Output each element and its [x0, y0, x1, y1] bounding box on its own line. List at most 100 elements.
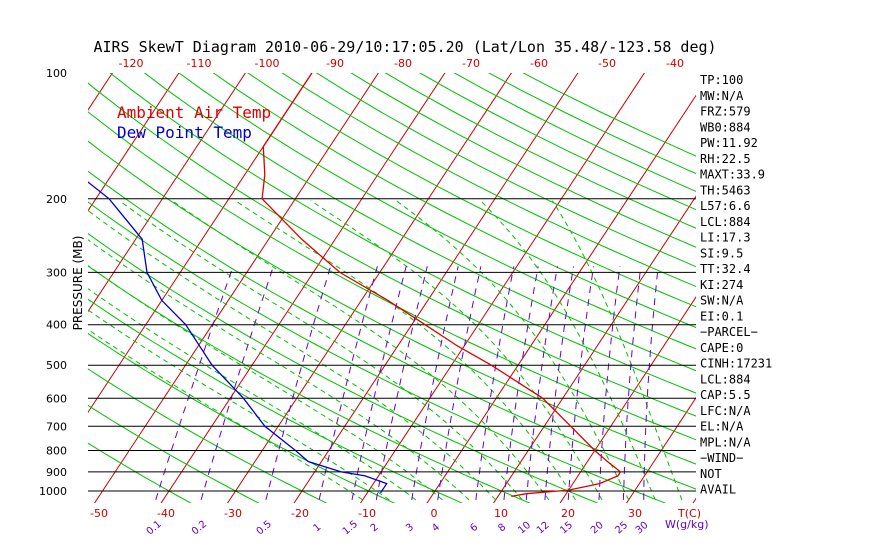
isotherm-line [559, 296, 696, 503]
top-temp-tick-label: -110 [187, 57, 212, 70]
pressure-tick-label: 100 [46, 67, 67, 80]
moist-adiabat-line [395, 200, 630, 501]
dry-adiabat-line [522, 73, 696, 157]
index-value: MAXT:33.9 [700, 168, 765, 182]
moist-adiabat-grid [88, 200, 683, 501]
isotherm-grid [88, 64, 870, 509]
mixing-ratio-line [411, 266, 459, 500]
pressure-tick-labels: 100 200 300 400 500 600 700 800 900 1000 [39, 67, 67, 498]
profile-lines [88, 73, 622, 498]
mixing-ratio-tick-label: 2 [369, 522, 381, 535]
dry-adiabat-line [88, 111, 696, 441]
dry-adiabat-line [88, 82, 696, 417]
index-value: LCL:884 [700, 215, 751, 229]
dry-adiabat-line [88, 140, 696, 465]
legend-dew-point-temp: Dew Point Temp [117, 123, 252, 142]
dry-adiabat-line [88, 442, 192, 503]
isotherm-line [625, 396, 696, 503]
moist-adiabat-line [171, 200, 550, 501]
pressure-tick-label: 1000 [39, 485, 67, 498]
index-value: TH:5463 [700, 183, 751, 197]
isotherm-line [756, 64, 870, 509]
pressure-tick-label: 700 [46, 420, 67, 433]
index-value: SW:N/A [700, 294, 744, 308]
mixing-ratio-line [567, 266, 594, 500]
dry-adiabat-line [350, 73, 696, 248]
dry-adiabat-line [281, 73, 696, 288]
bottom-temp-tick-label: -20 [291, 507, 309, 520]
index-value: EI:0.1 [700, 309, 743, 323]
dry-adiabat-line [247, 73, 696, 308]
isotherm-line [88, 73, 246, 313]
mixing-ratio-line [318, 266, 378, 501]
index-value: PW:11.92 [700, 136, 758, 150]
moist-adiabat-line [480, 200, 656, 501]
bottom-temp-tick-label: 30 [628, 507, 642, 520]
isotherm-line [88, 73, 180, 212]
isotherm-line [88, 73, 113, 111]
moist-adiabat-line [88, 288, 417, 501]
mixing-ratio-line [598, 266, 621, 500]
dry-adiabat-line [109, 73, 696, 394]
mixing-ratio-tick-label: 3 [404, 522, 416, 535]
dry-adiabat-line [212, 73, 696, 329]
bottom-temp-tick-label: 0 [431, 507, 438, 520]
dry-adiabat-line [487, 73, 696, 175]
bottom-temp-tick-label: -10 [358, 507, 376, 520]
top-temp-tick-label: -90 [326, 57, 344, 70]
index-value: LFC:N/A [700, 404, 751, 418]
index-value: FRZ:579 [700, 105, 751, 119]
bottom-temp-tick-label: -40 [157, 507, 175, 520]
pressure-tick-label: 600 [46, 392, 67, 405]
dry-adiabat-line [88, 298, 463, 503]
index-value: CINH:17231 [700, 357, 772, 371]
mixing-ratio-tick-label: 15 [558, 520, 575, 537]
top-temp-tick-label: -50 [598, 57, 616, 70]
top-temp-tick-label: -100 [255, 57, 280, 70]
dry-adiabat-line [384, 73, 696, 229]
mixing-ratio-line [200, 266, 274, 501]
mixing-ratio-tick-label: 25 [613, 520, 630, 537]
index-value: MPL:N/A [700, 435, 751, 449]
mixing-ratio-tick-label: 6 [468, 522, 480, 535]
bottom-temp-tick-label: 10 [494, 507, 508, 520]
pressure-tick-label: 200 [46, 193, 67, 206]
isotherm-line [93, 73, 379, 503]
mixing-ratio-line [643, 266, 659, 500]
top-temp-tick-label: -120 [119, 57, 144, 70]
mixing-ratio-grid [155, 266, 659, 501]
moist-adiabat-line [88, 209, 497, 501]
moist-adiabat-line [88, 328, 363, 501]
dew-point-profile [88, 181, 388, 494]
mixing-ratio-tick-label: 0.2 [190, 519, 209, 538]
isotherm-line [426, 94, 696, 503]
mixing-ratio-tick-label: 20 [589, 520, 606, 537]
moist-adiabat-line [310, 200, 603, 501]
top-temp-tick-label: -80 [394, 57, 412, 70]
index-value: LI:17.3 [700, 231, 751, 245]
mixing-ratio-tick-label: 1.5 [341, 519, 360, 538]
bottom-temp-tick-label: 20 [561, 507, 575, 520]
index-value: SI:9.5 [700, 246, 743, 260]
x-axis-label-temperature: T(C) [677, 507, 701, 520]
index-value: L57:6.6 [700, 199, 751, 213]
y-axis-label: PRESSURE (MB) [71, 236, 85, 331]
dry-adiabat-line [178, 73, 696, 350]
moist-adiabat-line [88, 239, 470, 501]
pressure-tick-label: 400 [46, 319, 67, 332]
pressure-tick-label: 500 [46, 359, 67, 372]
top-temp-tick-label: -40 [666, 57, 684, 70]
dry-adiabat-line [88, 368, 328, 503]
dry-adiabat-line [88, 170, 696, 490]
mixing-ratio-line [544, 266, 574, 500]
mixing-ratio-tick-label: 0.5 [255, 519, 274, 538]
top-temp-tick-label: -70 [462, 57, 480, 70]
index-value: MW:N/A [700, 89, 744, 103]
isotherm-line [160, 73, 446, 503]
mixing-ratio-line [375, 266, 428, 500]
mixing-ratio-line [503, 266, 539, 500]
mixing-ratio-line [437, 266, 482, 500]
dry-adiabat-line [88, 332, 396, 503]
